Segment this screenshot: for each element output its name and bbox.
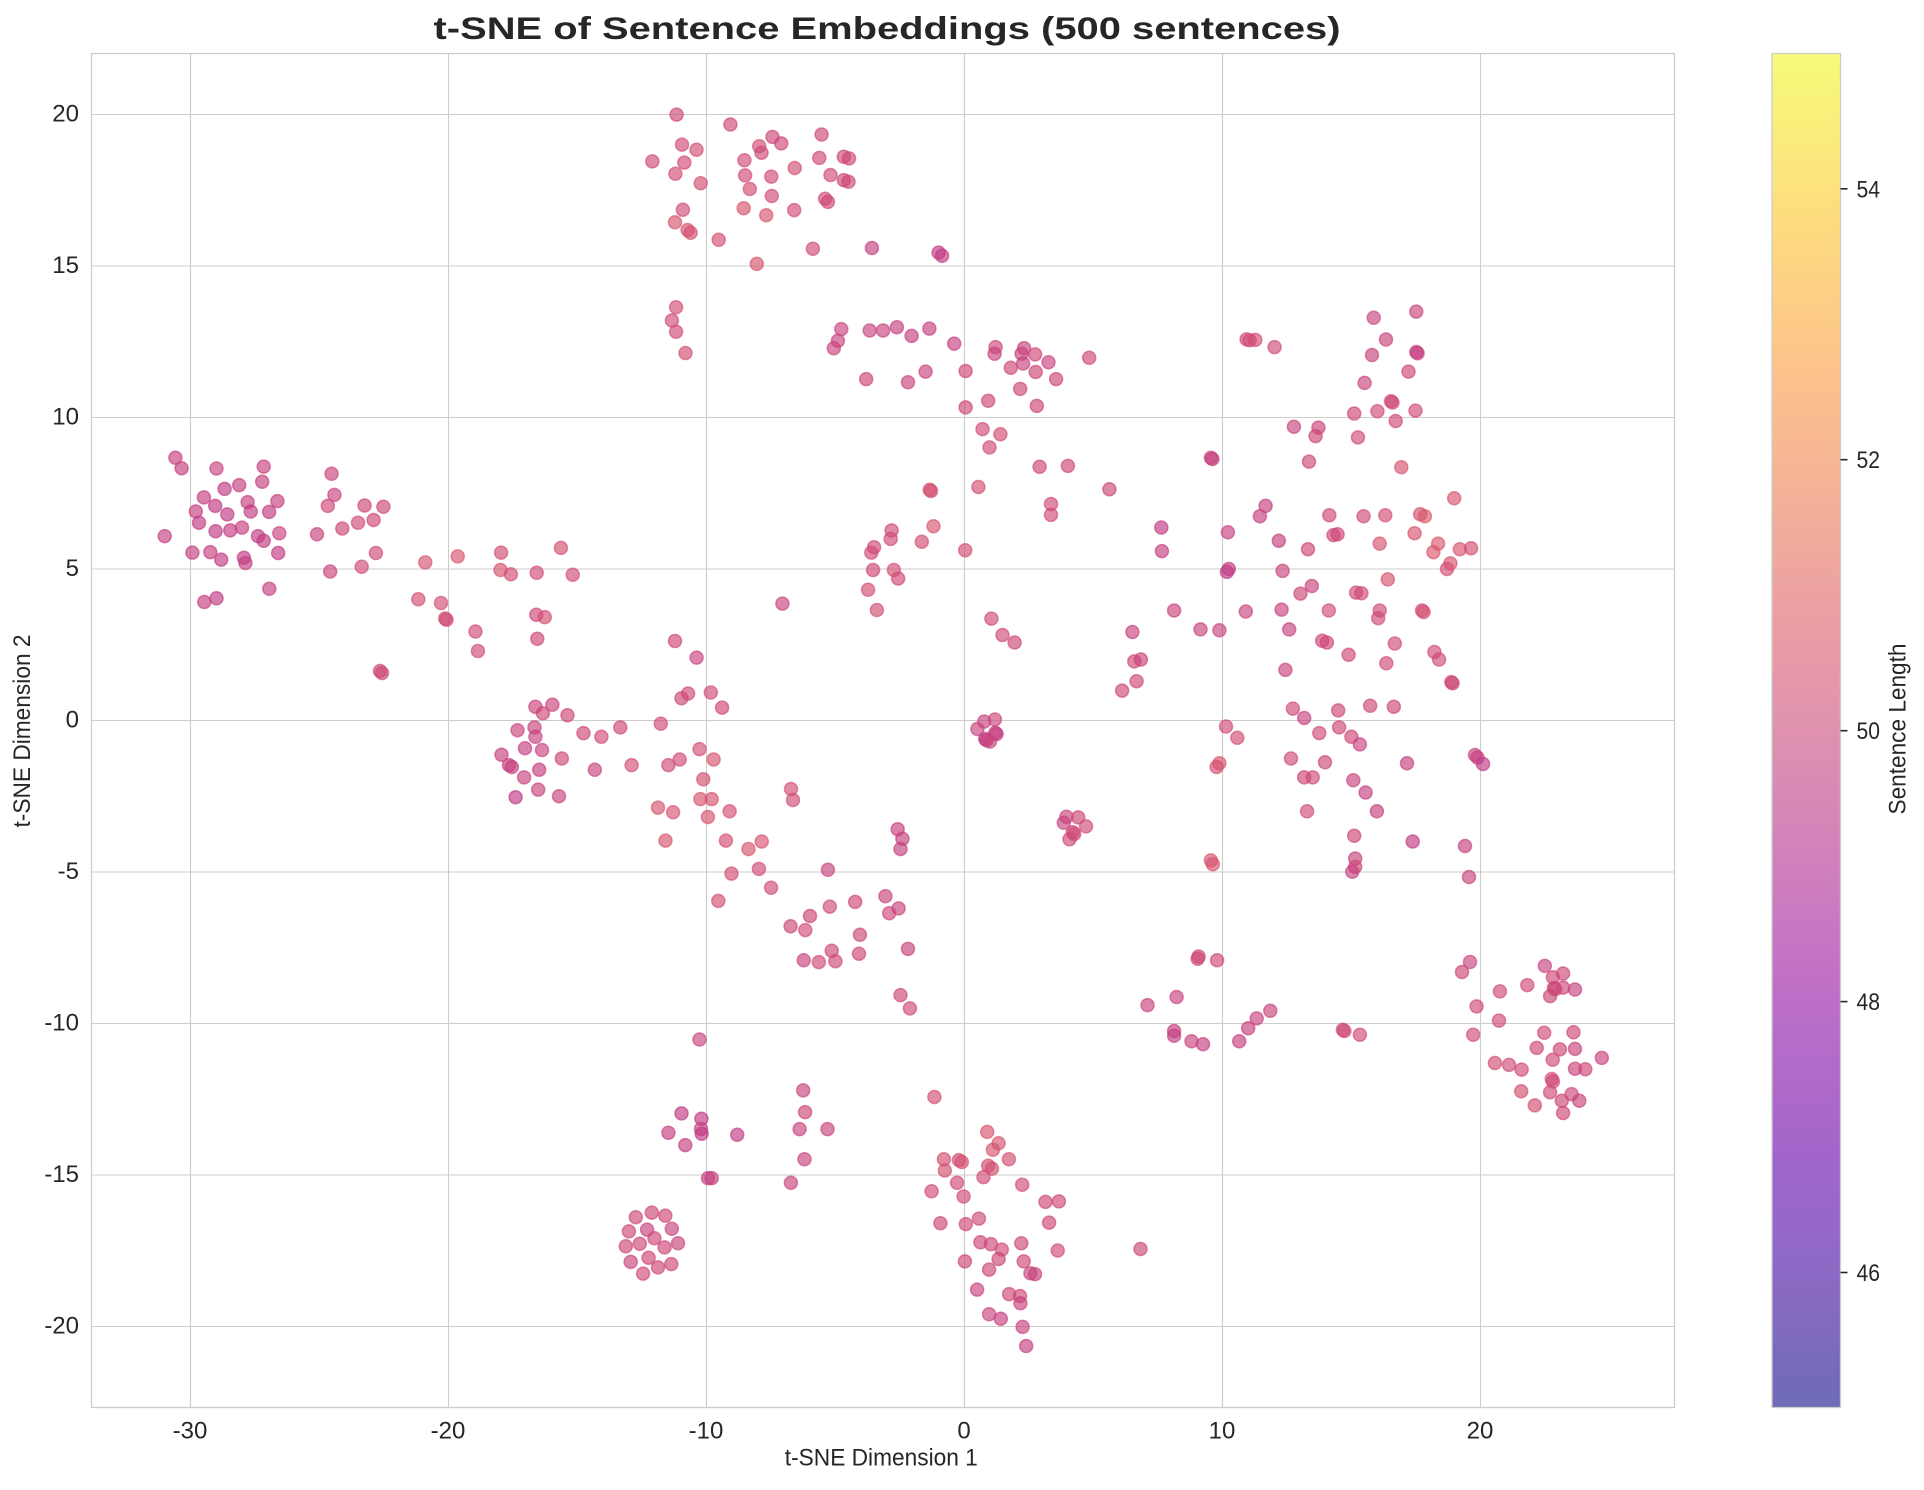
svg-text:50: 50 <box>1857 718 1881 745</box>
svg-text:52: 52 <box>1857 447 1881 474</box>
svg-text:20: 20 <box>1467 1418 1494 1445</box>
svg-text:0: 0 <box>957 1418 970 1445</box>
svg-text:-20: -20 <box>44 1313 79 1340</box>
svg-text:0: 0 <box>66 707 79 734</box>
svg-text:Sentence Length: Sentence Length <box>1884 644 1911 815</box>
svg-text:48: 48 <box>1857 989 1881 1016</box>
svg-text:-30: -30 <box>173 1418 208 1445</box>
svg-text:-5: -5 <box>58 858 79 885</box>
svg-text:-10: -10 <box>44 1010 79 1037</box>
svg-text:t-SNE Dimension 1: t-SNE Dimension 1 <box>785 1445 978 1472</box>
svg-text:46: 46 <box>1857 1260 1881 1287</box>
svg-text:10: 10 <box>52 404 79 431</box>
svg-text:t-SNE Dimension 2: t-SNE Dimension 2 <box>9 635 36 828</box>
svg-text:10: 10 <box>1209 1418 1236 1445</box>
svg-text:-15: -15 <box>44 1161 79 1188</box>
svg-text:-20: -20 <box>431 1418 466 1445</box>
svg-text:54: 54 <box>1857 176 1881 203</box>
svg-text:5: 5 <box>66 555 79 582</box>
svg-text:t-SNE of Sentence Embeddings (: t-SNE of Sentence Embeddings (500 senten… <box>434 10 1341 46</box>
svg-text:15: 15 <box>52 252 79 279</box>
svg-text:-10: -10 <box>689 1418 724 1445</box>
svg-text:20: 20 <box>52 101 79 128</box>
